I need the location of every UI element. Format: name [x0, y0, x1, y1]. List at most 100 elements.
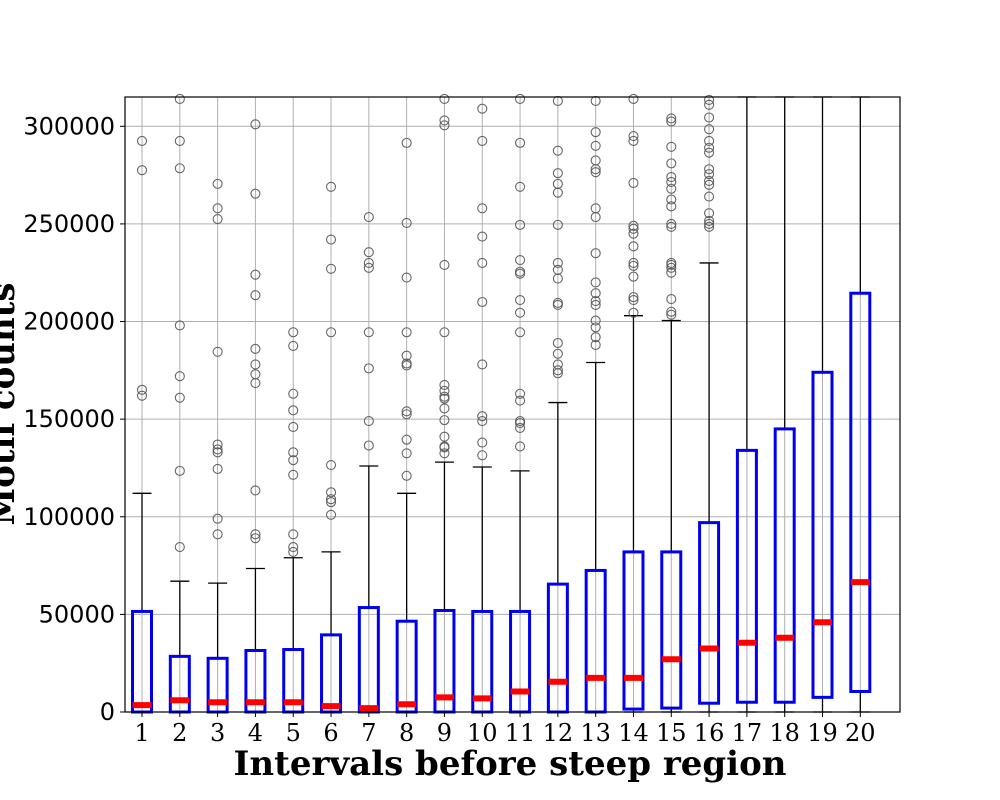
iqr-box	[660, 550, 683, 710]
x-tick-label: 11	[505, 719, 536, 747]
outlier-point	[363, 363, 374, 374]
outlier-point	[401, 406, 412, 417]
outlier-point	[288, 327, 299, 338]
outlier-point	[628, 241, 639, 252]
outlier-point	[174, 93, 185, 105]
x-tick-label: 2	[172, 719, 187, 747]
outlier-point	[666, 141, 677, 152]
x-tick-label: 9	[437, 719, 452, 747]
outlier-point	[552, 359, 563, 370]
outlier-point	[704, 147, 715, 158]
outlier-point	[666, 267, 677, 278]
outlier-point	[515, 422, 526, 433]
outlier-point	[628, 135, 639, 146]
outlier-point	[439, 385, 450, 396]
outlier-point	[666, 218, 677, 229]
outlier-point	[704, 94, 715, 105]
box-15	[660, 319, 683, 713]
outlier-point	[439, 448, 450, 459]
outlier-point	[704, 218, 715, 229]
outlier-point	[439, 379, 450, 391]
outlier-point	[552, 297, 563, 309]
outlier-point	[515, 294, 526, 306]
outlier-point	[552, 264, 563, 275]
outlier-point	[288, 455, 299, 466]
outlier-point	[552, 219, 563, 230]
outlier-point	[212, 178, 223, 189]
outlier-point	[477, 359, 488, 370]
outlier-point	[515, 266, 526, 277]
outlier-point	[325, 327, 337, 338]
outlier-point	[515, 254, 526, 266]
outlier-point	[288, 541, 299, 553]
outlier-point	[628, 260, 639, 271]
outlier-point	[212, 203, 223, 214]
outlier-point	[666, 221, 677, 232]
outlier-point	[363, 416, 374, 427]
outlier-point	[288, 546, 299, 557]
outlier-point	[666, 257, 677, 269]
outlier-point	[325, 459, 337, 471]
x-tick-label: 15	[656, 719, 687, 747]
outlier-point	[325, 497, 337, 508]
iqr-box	[811, 370, 834, 699]
outlier-point	[628, 130, 639, 142]
outlier-point	[250, 359, 261, 370]
outlier-point	[401, 137, 412, 148]
outlier-point	[704, 215, 715, 227]
outlier-point	[288, 529, 299, 540]
x-tick-label: 1	[134, 719, 149, 747]
outlier-point	[401, 327, 412, 338]
outlier-point	[666, 194, 677, 205]
outlier-point	[477, 231, 488, 242]
outlier-point	[590, 248, 601, 259]
outlier-point	[704, 208, 715, 219]
outlier-point	[590, 332, 601, 343]
outlier-point	[174, 135, 185, 146]
outlier-point	[515, 93, 526, 105]
outlier-point	[628, 223, 639, 234]
outlier-point	[552, 145, 563, 156]
outlier-point	[666, 309, 677, 320]
y-tick-label: 0	[100, 698, 115, 726]
outlier-point	[666, 294, 677, 305]
outlier-point	[212, 444, 223, 455]
outlier-point	[363, 327, 374, 338]
outlier-point	[136, 135, 148, 146]
outlier-point	[515, 307, 526, 318]
outlier-point	[628, 93, 639, 105]
x-tick-label: 14	[618, 719, 649, 747]
outlier-point	[325, 509, 337, 520]
outlier-point	[515, 181, 526, 192]
outlier-point	[666, 176, 677, 187]
outlier-point	[666, 262, 677, 273]
outlier-point	[704, 142, 715, 153]
outlier-point	[212, 346, 223, 357]
x-tick-label: 7	[361, 719, 376, 747]
outlier-point	[704, 169, 715, 180]
outlier-point	[666, 183, 677, 194]
outlier-point	[477, 411, 488, 422]
outlier-point	[666, 306, 677, 317]
iqr-box	[735, 448, 758, 704]
outlier-point	[477, 203, 488, 214]
outlier-point	[212, 463, 223, 474]
outlier-point	[515, 388, 526, 399]
outlier-point	[174, 371, 185, 382]
outlier-point	[363, 247, 374, 258]
outlier-point	[590, 295, 601, 307]
outlier-point	[590, 140, 601, 151]
outlier-point	[439, 115, 450, 126]
x-tick-label: 10	[467, 719, 498, 747]
plot-area-frame	[124, 96, 901, 713]
outlier-point	[288, 405, 299, 416]
outlier-point	[174, 163, 185, 174]
outlier-point	[212, 447, 223, 458]
outlier-point	[704, 191, 715, 202]
x-tick-label: 18	[769, 719, 800, 747]
y-axis-title: Motif counts	[0, 282, 23, 525]
x-tick-label: 8	[399, 719, 414, 747]
outlier-point	[401, 358, 412, 369]
outlier-point	[250, 369, 261, 380]
